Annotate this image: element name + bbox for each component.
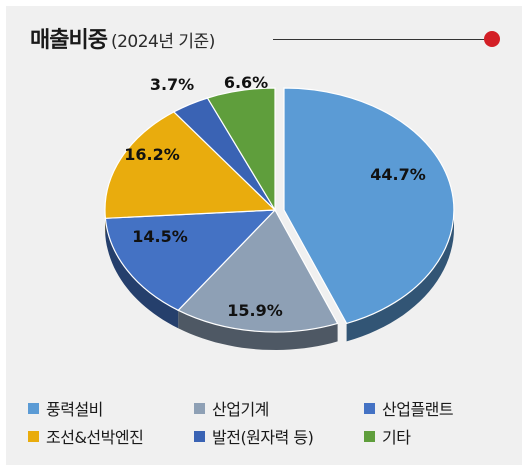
legend-item-industrial-machinery: 산업기계 [194, 396, 269, 420]
chart-title-subtitle: (2024년 기준) [110, 32, 215, 52]
data-label-industrial-plant: 14.5% [132, 227, 188, 246]
legend-swatch-power-generation [194, 430, 205, 442]
pie-slice-side-industrial-plant [105, 218, 179, 329]
pie-depth-layer [105, 210, 454, 350]
legend-item-industrial-plant: 산업플랜트 [364, 396, 454, 420]
legend-swatch-shipbuilding [28, 430, 39, 442]
legend-swatch-other [364, 430, 375, 442]
legend-label-industrial-plant: 산업플랜트 [382, 400, 454, 419]
legend-label-wind: 풍력설비 [46, 400, 103, 419]
legend-swatch-industrial-machinery [194, 402, 205, 414]
pie-slice-wind [283, 87, 455, 325]
legend-item-shipbuilding: 조선&선박엔진 [28, 424, 144, 448]
data-label-shipbuilding: 16.2% [124, 145, 180, 164]
pie-slice-side-wind [346, 210, 454, 342]
legend-label-shipbuilding: 조선&선박엔진 [46, 428, 144, 447]
title-rule-dot [484, 31, 500, 47]
legend-swatch-wind [28, 402, 39, 414]
legend-item-wind: 풍력설비 [28, 396, 103, 420]
pie-top-layer [104, 87, 455, 333]
chart-title-main: 매출비중 [30, 28, 108, 53]
pie-slice-side-industrial-machinery [178, 310, 338, 350]
chart-title: 매출비중 (2024년 기준) [30, 22, 215, 58]
data-label-industrial-machinery: 15.9% [227, 301, 283, 320]
data-label-power-generation: 3.7% [150, 75, 194, 94]
pie-slice-shipbuilding [104, 111, 277, 219]
title-rule-line [273, 39, 487, 40]
legend-item-power-generation: 발전(원자력 등) [194, 424, 314, 448]
pie-slice-other [206, 87, 276, 213]
pie-slice-industrial-plant [104, 209, 277, 312]
pie-label-layer: 44.7% 15.9% 14.5% 16.2% 3.7% 6.6% [124, 73, 426, 320]
pie-slice-industrial-machinery [177, 208, 339, 333]
data-label-wind: 44.7% [370, 165, 426, 184]
legend-label-industrial-machinery: 산업기계 [212, 400, 269, 419]
legend-label-power-generation: 발전(원자력 등) [212, 428, 314, 447]
data-label-other: 6.6% [224, 73, 268, 92]
legend-label-other: 기타 [382, 428, 411, 447]
legend-swatch-industrial-plant [364, 402, 375, 414]
legend-item-other: 기타 [364, 424, 411, 448]
